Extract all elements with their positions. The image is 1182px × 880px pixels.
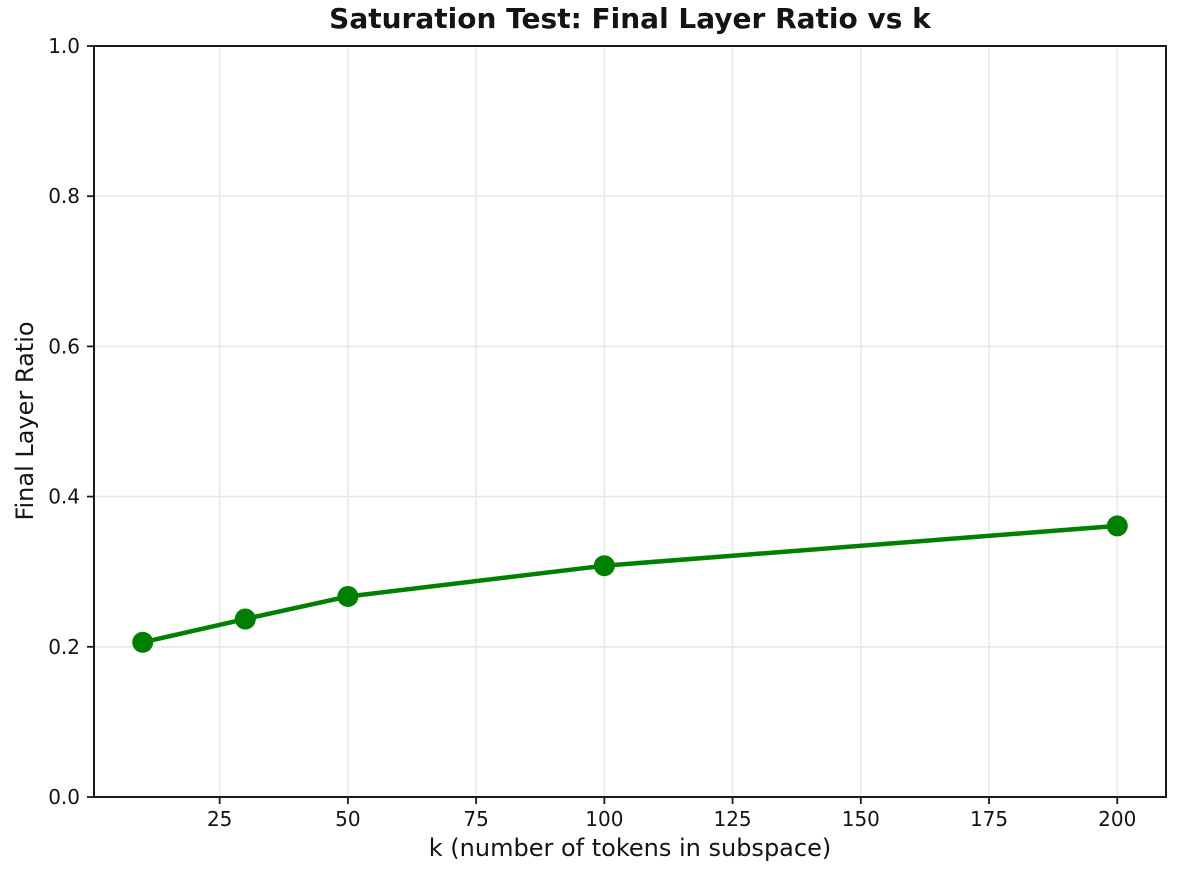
spine-layer: [93, 45, 1167, 798]
data-point-marker: [234, 608, 256, 630]
y-tick-label: 0.2: [48, 635, 80, 659]
grid-layer: [94, 45, 1166, 798]
x-tick-label: 50: [335, 807, 360, 831]
y-tick-label: 1.0: [48, 34, 80, 58]
plot-border: [93, 45, 1167, 798]
data-line: [140, 523, 1120, 645]
y-tick-label: 0.4: [48, 485, 80, 509]
x-tick-label: 200: [1098, 807, 1136, 831]
y-tick-label: 0.8: [48, 184, 80, 208]
series-layer: [132, 515, 1128, 653]
y-tick-label: 0.6: [48, 334, 80, 358]
x-tick-label: 175: [970, 807, 1008, 831]
data-point-marker: [337, 585, 359, 607]
data-point-marker: [132, 631, 154, 653]
x-tick-label: 100: [585, 807, 623, 831]
tick-label-layer: 25 50 75 100 125 150 175 200 0.0 0.2 0.4 0.6 0.8 1.0: [48, 34, 1136, 831]
y-axis-label: Final Layer Ratio: [11, 321, 39, 521]
x-tick-label: 75: [463, 807, 488, 831]
y-tick-label: 0.0: [48, 785, 80, 809]
data-point-marker: [1106, 515, 1128, 537]
data-point-marker: [593, 555, 615, 577]
x-axis-label: k (number of tokens in subspace): [428, 834, 832, 862]
x-tick-label: 150: [842, 807, 880, 831]
chart-title: Saturation Test: Final Layer Ratio vs k: [329, 2, 931, 35]
x-tick-label: 125: [713, 807, 751, 831]
tick-layer: [87, 45, 1119, 804]
x-tick-label: 25: [207, 807, 232, 831]
